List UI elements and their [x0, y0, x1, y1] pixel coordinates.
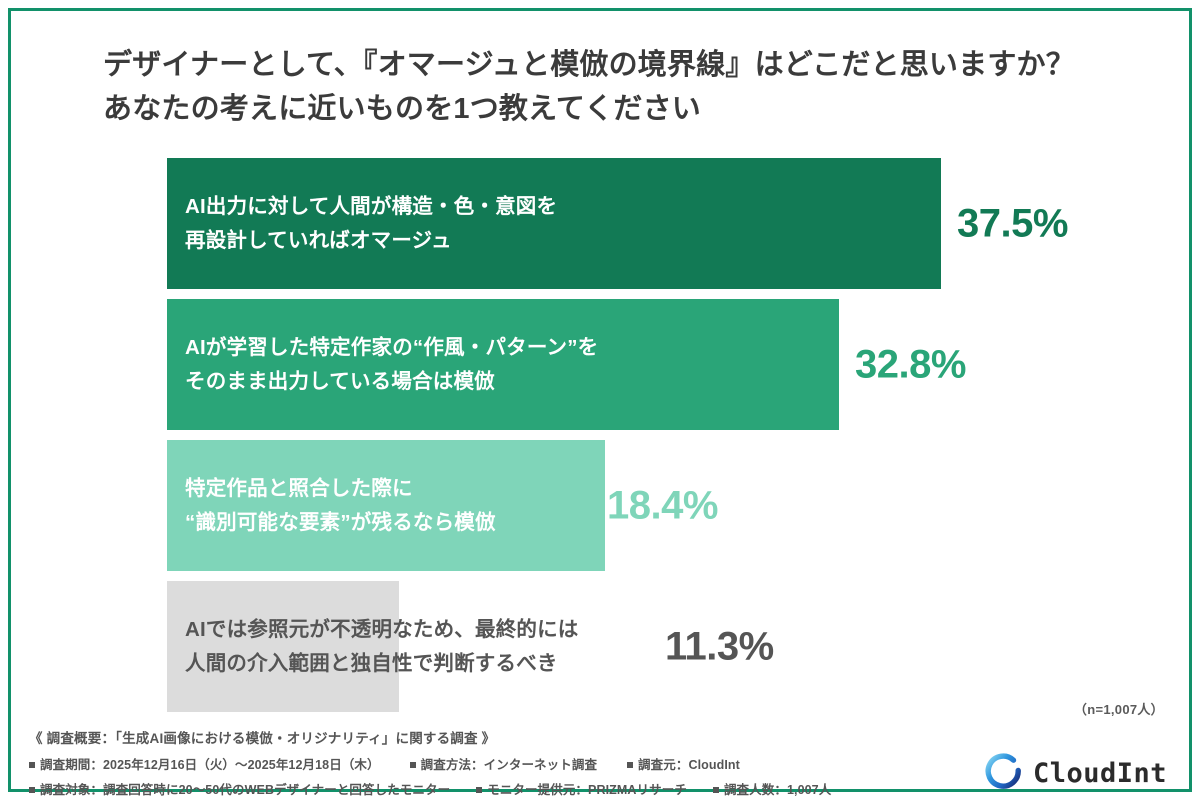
survey-overview: 《 調査概要：「生成AI画像における模倣・オリジナリティ」に関する調査 》	[29, 731, 496, 746]
bar-row: AIでは参照元が不透明なため、最終的には 人間の介入範囲と独自性で判断するべき 11…	[167, 581, 1167, 712]
bar-row: AIが学習した特定作家の“作風・パターン”を そのまま出力している場合は模倣 32.…	[167, 299, 1167, 430]
cloudint-logo-text: CloudInt	[1032, 757, 1167, 789]
survey-period-text: 調査期間：2025年12月16日（火）〜2025年12月18日（木）	[40, 758, 380, 772]
ring-swirl-icon	[985, 753, 1021, 789]
survey-source: 調査元：CloudInt	[627, 754, 740, 773]
bar-rect	[167, 581, 399, 712]
survey-detail-row-2: 調査対象：調査回答時に20〜50代のWEBデザイナーと回答したモニター モニター…	[29, 779, 1029, 798]
survey-target-text: 調査対象：調査回答時に20〜50代のWEBデザイナーと回答したモニター	[40, 783, 451, 797]
bar-value: 37.5%	[957, 201, 1068, 245]
infographic-frame: デザイナーとして、『オマージュと模倣の境界線』はどこだと思いますか？ あなたの考…	[8, 8, 1192, 797]
bar-row: AI出力に対して人間が構造・色・意図を 再設計していればオマージュ 37.5%	[167, 158, 1167, 289]
survey-footer: 《 調査概要：「生成AI画像における模倣・オリジナリティ」に関する調査 》 調査…	[29, 727, 1029, 804]
sample-size-label: （n=1,007人）	[1073, 702, 1164, 717]
bar-row: 特定作品と照合した際に “識別可能な要素”が残るなら模倣 18.4%	[167, 440, 1167, 571]
bar-chart: AI出力に対して人間が構造・色・意図を 再設計していればオマージュ 37.5% AIが…	[167, 158, 1167, 722]
bar-value: 11.3%	[665, 624, 774, 668]
monitor-provider: モニター提供元：PRIZMAリサーチ	[476, 779, 687, 798]
bar-label-line-2: “識別可能な要素”が残るなら模倣	[185, 510, 496, 534]
square-bullet-icon	[409, 762, 416, 768]
bar-value: 18.4%	[607, 483, 718, 527]
bar-value: 32.8%	[855, 342, 966, 386]
respondent-count: 調査人数：1,007人	[712, 779, 832, 798]
bar-label: AI出力に対して人間が構造・色・意図を 再設計していればオマージュ	[185, 190, 557, 258]
bar-label: 特定作品と照合した際に “識別可能な要素”が残るなら模倣	[185, 472, 496, 540]
bar-label-line-2: 人間の介入範囲と独自性で判断するべき	[185, 651, 558, 675]
survey-method-text: 調査方法：インターネット調査	[420, 758, 598, 772]
bar-label-line-1: AIが学習した特定作家の“作風・パターン”を	[185, 335, 599, 359]
respondent-count-text: 調査人数：1,007人	[723, 783, 832, 797]
page-title: デザイナーとして、『オマージュと模倣の境界線』はどこだと思いますか？ あなたの考…	[103, 43, 1143, 131]
survey-method: 調査方法：インターネット調査	[409, 754, 598, 773]
title-line-2: あなたの考えに近いものを1つ教えてください	[103, 93, 702, 125]
square-bullet-icon	[627, 762, 634, 768]
bar-label-line-1: 特定作品と照合した際に	[185, 476, 413, 500]
bar-rect	[167, 440, 605, 571]
bar-label-line-1: AIでは参照元が不透明なため、最終的には	[185, 617, 579, 641]
bar-label: AIが学習した特定作家の“作風・パターン”を そのまま出力している場合は模倣	[185, 331, 598, 399]
bar-label-line-1: AI出力に対して人間が構造・色・意図を	[185, 194, 558, 218]
monitor-provider-text: モニター提供元：PRIZMAリサーチ	[487, 783, 687, 797]
cloudint-logo: CloudInt	[984, 753, 1167, 793]
square-bullet-icon	[476, 787, 483, 793]
bar-label-line-2: 再設計していればオマージュ	[185, 228, 452, 252]
square-bullet-icon	[29, 762, 35, 768]
bar-rect	[167, 158, 941, 289]
bar-rect	[167, 299, 839, 430]
survey-source-text: 調査元：CloudInt	[638, 758, 740, 772]
survey-detail-row-1: 調査期間：2025年12月16日（火）〜2025年12月18日（木） 調査方法：…	[29, 754, 1029, 773]
bar-label: AIでは参照元が不透明なため、最終的には 人間の介入範囲と独自性で判断するべき	[185, 613, 579, 681]
survey-target: 調査対象：調査回答時に20〜50代のWEBデザイナーと回答したモニター	[29, 779, 450, 798]
square-bullet-icon	[712, 787, 719, 793]
bar-label-line-2: そのまま出力している場合は模倣	[185, 369, 495, 393]
survey-period: 調査期間：2025年12月16日（火）〜2025年12月18日（木）	[29, 754, 380, 773]
title-line-1: デザイナーとして、『オマージュと模倣の境界線』はどこだと思いますか？	[103, 49, 1075, 81]
square-bullet-icon	[29, 787, 35, 793]
